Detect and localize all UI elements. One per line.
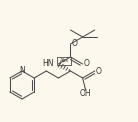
Text: Abs: Abs xyxy=(60,58,69,63)
Text: O: O xyxy=(84,60,90,68)
FancyBboxPatch shape xyxy=(57,56,71,65)
Text: HN: HN xyxy=(42,59,53,68)
Text: OH: OH xyxy=(80,90,91,98)
Text: N: N xyxy=(19,66,25,75)
Text: O: O xyxy=(72,40,77,49)
Text: O: O xyxy=(95,66,101,76)
